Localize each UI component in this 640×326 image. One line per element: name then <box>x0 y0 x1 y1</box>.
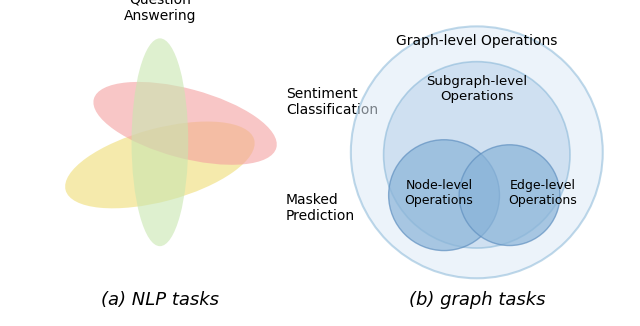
Text: (a) NLP tasks: (a) NLP tasks <box>101 291 219 309</box>
Ellipse shape <box>132 38 188 246</box>
Text: (b) graph tasks: (b) graph tasks <box>408 291 545 309</box>
Text: Edge-level
Operations: Edge-level Operations <box>508 179 577 207</box>
Text: Sentiment
Classification: Sentiment Classification <box>286 87 378 117</box>
Text: Graph-level Operations: Graph-level Operations <box>396 35 557 49</box>
Ellipse shape <box>65 122 255 208</box>
Ellipse shape <box>93 82 276 165</box>
Circle shape <box>388 140 499 251</box>
Text: Question
Answering: Question Answering <box>124 0 196 22</box>
Circle shape <box>383 62 570 248</box>
Text: Node-level
Operations: Node-level Operations <box>404 179 474 207</box>
Circle shape <box>351 26 603 278</box>
Text: Masked
Prediction: Masked Prediction <box>286 193 355 223</box>
Circle shape <box>459 145 560 245</box>
Text: Subgraph-level
Operations: Subgraph-level Operations <box>426 75 527 103</box>
